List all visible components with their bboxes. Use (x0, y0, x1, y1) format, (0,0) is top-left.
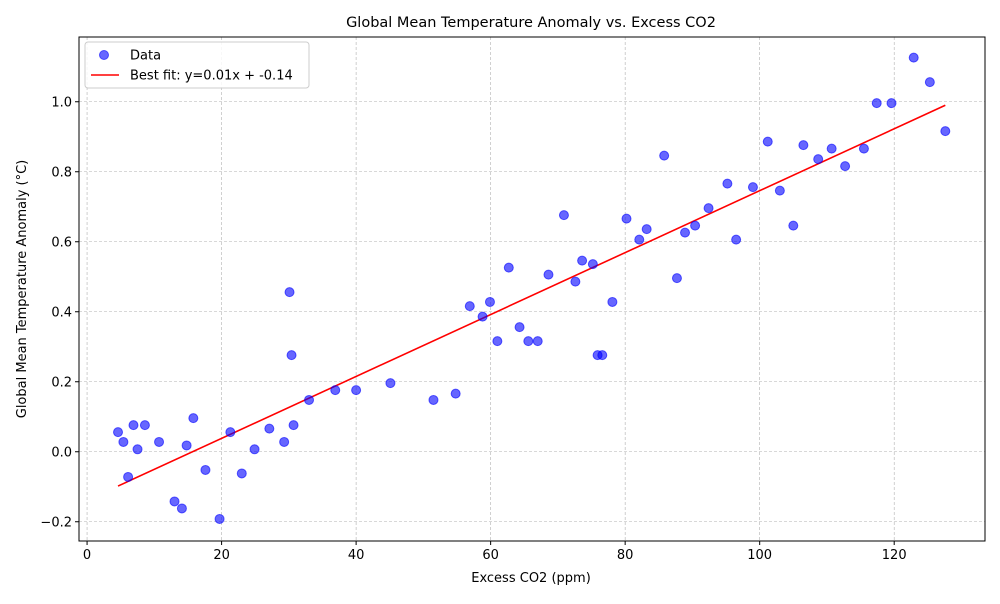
data-point (514, 322, 525, 333)
data-point (523, 336, 534, 347)
data-point (492, 336, 503, 347)
y-tick-label: 0.6 (51, 235, 72, 250)
data-point (249, 444, 260, 455)
y-tick-label: 0.0 (51, 445, 72, 460)
data-point (154, 436, 165, 447)
legend: Data Best fit: y=0.01x + -0.14 (84, 41, 310, 89)
data-point (279, 436, 290, 447)
data-point (351, 385, 362, 396)
data-point (176, 503, 187, 514)
data-point (304, 394, 315, 405)
data-point (858, 143, 869, 154)
data-point (840, 161, 851, 172)
y-tick-label: −0.2 (40, 515, 72, 530)
data-point (132, 444, 143, 455)
data-point (123, 471, 134, 482)
data-point (330, 385, 341, 396)
data-point (200, 464, 211, 475)
plot-area-frame (78, 36, 986, 542)
data-point (464, 301, 475, 312)
data-point (587, 259, 598, 270)
legend-label-data: Data (130, 49, 161, 64)
data-point (940, 126, 951, 137)
data-point (722, 178, 733, 189)
data-point (139, 420, 150, 431)
data-point (908, 52, 919, 63)
x-axis-label: Excess CO2 (ppm) (471, 571, 591, 586)
x-tick-label: 100 (747, 548, 772, 563)
data-point (284, 287, 295, 298)
legend-label-fit: Best fit: y=0.01x + -0.14 (130, 69, 293, 84)
data-point (634, 234, 645, 245)
data-point (762, 136, 773, 147)
data-point (680, 227, 691, 238)
best-fit-line (117, 104, 946, 487)
data-point (428, 394, 439, 405)
data-point (871, 98, 882, 109)
data-point (484, 296, 495, 307)
data-point (385, 378, 396, 389)
data-point (813, 154, 824, 165)
y-axis-ticks: −0.2 0.0 0.2 0.4 0.6 0.8 1.0 (40, 95, 79, 530)
data-point (577, 255, 588, 266)
fit-line-layer (117, 104, 946, 487)
data-point (225, 427, 236, 438)
data-point (924, 77, 935, 88)
data-point (690, 220, 701, 231)
x-tick-label: 80 (617, 548, 634, 563)
data-point (188, 413, 199, 424)
data-point (503, 262, 514, 273)
data-point (118, 436, 129, 447)
y-tick-label: 1.0 (51, 95, 72, 110)
data-point (288, 420, 299, 431)
x-axis-ticks: 0 20 40 60 80 100 120 (83, 541, 907, 563)
data-point (169, 496, 180, 507)
data-point (236, 468, 247, 479)
data-point (788, 220, 799, 231)
data-point (543, 269, 554, 280)
data-point (621, 213, 632, 224)
data-point (703, 203, 714, 214)
data-point (181, 440, 192, 451)
data-point (731, 234, 742, 245)
data-point (641, 224, 652, 235)
y-tick-label: 0.8 (51, 165, 72, 180)
legend-marker-data (99, 50, 109, 60)
legend-box (84, 41, 310, 89)
data-point (886, 98, 897, 109)
data-point (450, 388, 461, 399)
chart-title: Global Mean Temperature Anomaly vs. Exce… (346, 15, 716, 31)
data-point (798, 140, 809, 151)
data-point (774, 185, 785, 196)
data-point (597, 350, 608, 361)
data-point (659, 150, 670, 161)
data-point (532, 336, 543, 347)
grid (79, 37, 985, 541)
data-point (607, 296, 618, 307)
x-tick-label: 40 (348, 548, 365, 563)
data-point (214, 513, 225, 524)
x-tick-label: 60 (482, 548, 499, 563)
data-points (113, 52, 951, 524)
x-tick-label: 0 (83, 548, 91, 563)
x-tick-label: 20 (213, 548, 230, 563)
data-point (128, 420, 139, 431)
data-point (671, 273, 682, 284)
data-point (558, 210, 569, 221)
data-point (264, 423, 275, 434)
data-point (113, 427, 124, 438)
y-tick-label: 0.2 (51, 375, 72, 390)
data-point (570, 276, 581, 287)
data-point (826, 143, 837, 154)
x-tick-label: 120 (882, 548, 907, 563)
data-point (286, 350, 297, 361)
data-point (477, 311, 488, 322)
data-point (747, 182, 758, 193)
y-tick-label: 0.4 (51, 305, 72, 320)
y-axis-label: Global Mean Temperature Anomaly (°C) (15, 160, 30, 419)
